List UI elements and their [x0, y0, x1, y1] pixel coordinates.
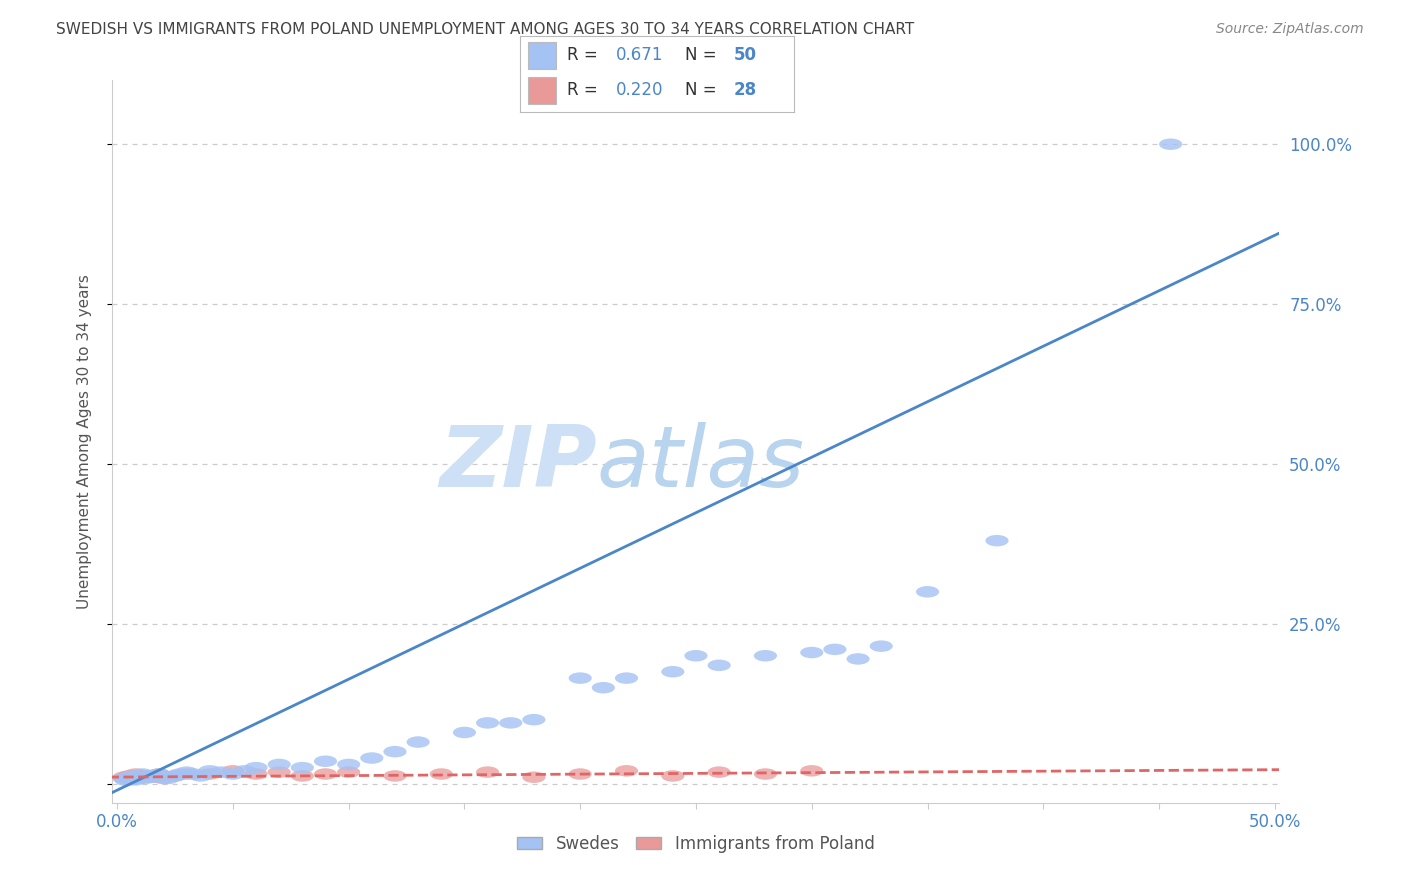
Ellipse shape	[174, 766, 198, 778]
Ellipse shape	[148, 768, 170, 780]
Ellipse shape	[453, 727, 477, 739]
Ellipse shape	[221, 768, 245, 780]
Text: 50: 50	[734, 46, 756, 64]
Ellipse shape	[568, 768, 592, 780]
Ellipse shape	[568, 673, 592, 684]
Ellipse shape	[800, 647, 824, 658]
Ellipse shape	[245, 762, 267, 773]
Ellipse shape	[141, 772, 163, 783]
Ellipse shape	[198, 768, 221, 780]
Text: R =: R =	[567, 46, 603, 64]
Ellipse shape	[112, 772, 135, 783]
Ellipse shape	[141, 770, 163, 781]
Ellipse shape	[754, 768, 778, 780]
Ellipse shape	[1159, 138, 1182, 150]
Ellipse shape	[117, 772, 141, 783]
Ellipse shape	[986, 535, 1008, 547]
Ellipse shape	[267, 766, 291, 778]
Ellipse shape	[112, 772, 135, 784]
Ellipse shape	[384, 770, 406, 781]
Ellipse shape	[614, 673, 638, 684]
Ellipse shape	[221, 765, 245, 777]
Ellipse shape	[661, 666, 685, 678]
Ellipse shape	[685, 650, 707, 662]
Ellipse shape	[174, 768, 198, 780]
Ellipse shape	[661, 770, 685, 781]
Ellipse shape	[477, 766, 499, 778]
Ellipse shape	[122, 770, 145, 781]
Ellipse shape	[314, 756, 337, 767]
Ellipse shape	[233, 765, 256, 777]
Ellipse shape	[846, 653, 870, 665]
Ellipse shape	[360, 752, 384, 764]
FancyBboxPatch shape	[529, 77, 555, 104]
Ellipse shape	[163, 770, 187, 781]
Ellipse shape	[156, 772, 180, 784]
Ellipse shape	[181, 768, 205, 780]
Ellipse shape	[188, 770, 212, 781]
Ellipse shape	[267, 759, 291, 770]
Ellipse shape	[124, 768, 148, 780]
Ellipse shape	[124, 774, 148, 786]
Ellipse shape	[291, 762, 314, 773]
Ellipse shape	[477, 717, 499, 729]
Ellipse shape	[384, 746, 406, 757]
Ellipse shape	[430, 768, 453, 780]
Ellipse shape	[707, 766, 731, 778]
Text: 0.220: 0.220	[616, 81, 664, 99]
Text: N =: N =	[685, 81, 721, 99]
Ellipse shape	[152, 772, 174, 784]
Ellipse shape	[291, 770, 314, 781]
Ellipse shape	[592, 682, 614, 693]
Ellipse shape	[120, 773, 142, 785]
Ellipse shape	[754, 650, 778, 662]
Ellipse shape	[915, 586, 939, 598]
Ellipse shape	[707, 659, 731, 671]
Ellipse shape	[142, 772, 166, 783]
Ellipse shape	[614, 765, 638, 777]
Ellipse shape	[134, 772, 156, 784]
Ellipse shape	[522, 772, 546, 783]
Ellipse shape	[152, 772, 174, 783]
Ellipse shape	[314, 768, 337, 780]
Ellipse shape	[245, 768, 267, 780]
Text: Source: ZipAtlas.com: Source: ZipAtlas.com	[1216, 22, 1364, 37]
Ellipse shape	[169, 768, 191, 780]
Ellipse shape	[337, 766, 360, 778]
Ellipse shape	[499, 717, 522, 729]
Ellipse shape	[522, 714, 546, 725]
Legend: Swedes, Immigrants from Poland: Swedes, Immigrants from Poland	[510, 828, 882, 860]
Ellipse shape	[115, 774, 138, 786]
Ellipse shape	[120, 772, 142, 784]
Ellipse shape	[406, 736, 430, 747]
Text: ZIP: ZIP	[439, 422, 596, 505]
Text: SWEDISH VS IMMIGRANTS FROM POLAND UNEMPLOYMENT AMONG AGES 30 TO 34 YEARS CORRELA: SWEDISH VS IMMIGRANTS FROM POLAND UNEMPL…	[56, 22, 914, 37]
Text: 28: 28	[734, 81, 758, 99]
Ellipse shape	[209, 766, 233, 778]
Ellipse shape	[129, 772, 152, 783]
Ellipse shape	[117, 770, 141, 781]
Text: atlas: atlas	[596, 422, 804, 505]
Ellipse shape	[337, 759, 360, 770]
Ellipse shape	[129, 772, 152, 783]
Text: 0.671: 0.671	[616, 46, 664, 64]
Ellipse shape	[870, 640, 893, 652]
Ellipse shape	[148, 768, 170, 780]
Ellipse shape	[163, 770, 187, 781]
Text: N =: N =	[685, 46, 721, 64]
Ellipse shape	[131, 768, 155, 780]
Text: R =: R =	[567, 81, 603, 99]
Y-axis label: Unemployment Among Ages 30 to 34 years: Unemployment Among Ages 30 to 34 years	[77, 274, 91, 609]
Ellipse shape	[135, 771, 159, 782]
Ellipse shape	[800, 765, 824, 777]
Ellipse shape	[824, 644, 846, 655]
Ellipse shape	[198, 765, 221, 777]
Ellipse shape	[134, 770, 156, 781]
FancyBboxPatch shape	[529, 42, 555, 69]
